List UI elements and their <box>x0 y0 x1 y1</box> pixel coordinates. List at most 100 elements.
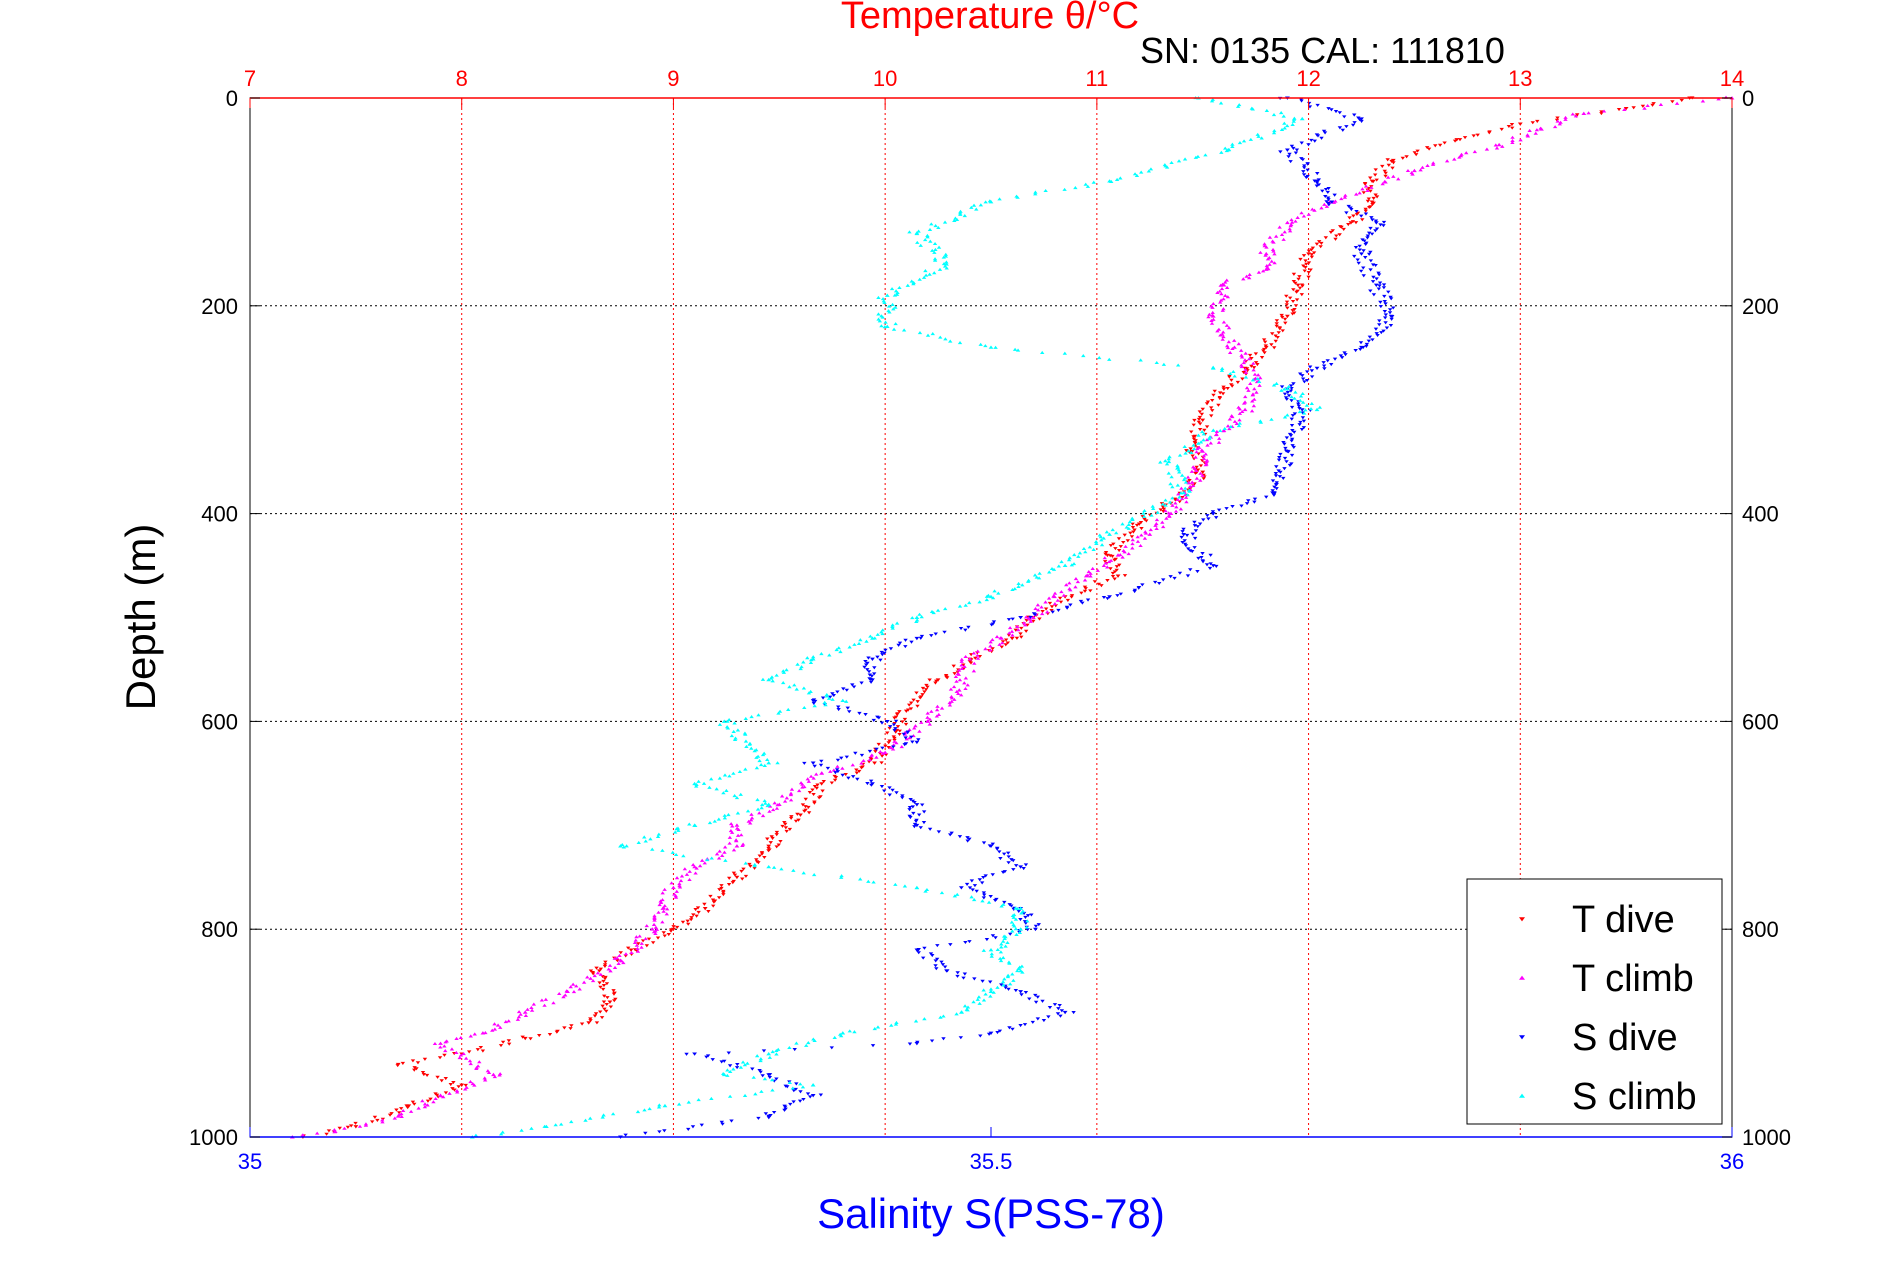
data-point <box>1376 271 1381 275</box>
data-point <box>766 1051 772 1056</box>
data-point <box>1359 119 1364 123</box>
data-point <box>1339 225 1344 229</box>
data-point <box>1326 203 1332 207</box>
data-point <box>915 1040 920 1044</box>
data-point <box>1381 329 1386 333</box>
data-point <box>1032 573 1038 577</box>
data-point <box>902 717 908 721</box>
data-point <box>1248 137 1254 141</box>
data-point <box>1366 252 1372 256</box>
legend-marker <box>1519 1035 1525 1040</box>
data-point <box>1217 397 1223 401</box>
data-point <box>867 673 873 677</box>
data-point <box>1217 289 1222 293</box>
data-point <box>944 266 949 270</box>
data-point <box>1163 498 1168 502</box>
data-point <box>879 761 884 765</box>
data-point <box>957 341 963 345</box>
data-point <box>1179 535 1184 539</box>
data-point <box>1025 623 1030 627</box>
data-point <box>1300 400 1306 404</box>
data-point <box>838 875 844 879</box>
data-point <box>461 1052 466 1056</box>
data-point <box>1264 264 1270 268</box>
data-point <box>1251 361 1256 365</box>
data-point <box>913 724 918 728</box>
data-point <box>880 297 886 301</box>
data-point <box>1114 565 1120 569</box>
data-point <box>880 746 885 750</box>
data-point <box>1300 158 1306 162</box>
data-point <box>1367 335 1373 339</box>
data-point <box>601 979 606 983</box>
data-point <box>1126 552 1131 556</box>
data-point <box>788 1102 793 1106</box>
data-point <box>844 688 850 692</box>
data-point <box>1285 413 1290 417</box>
data-point <box>1010 617 1015 621</box>
data-point <box>1290 444 1295 448</box>
data-point <box>991 620 997 624</box>
data-point <box>952 672 957 676</box>
data-point <box>1091 180 1096 184</box>
data-point <box>762 763 768 767</box>
data-point <box>1322 367 1327 371</box>
data-point <box>412 1068 417 1072</box>
data-point <box>1318 245 1323 249</box>
data-point <box>1185 493 1190 497</box>
data-point <box>1326 107 1331 111</box>
data-point <box>1229 384 1235 388</box>
data-point <box>757 811 762 815</box>
data-point <box>1269 259 1274 263</box>
data-point <box>883 753 889 757</box>
data-point <box>1115 574 1121 578</box>
data-point <box>721 893 726 897</box>
data-point <box>1368 259 1374 263</box>
data-point <box>1185 475 1191 479</box>
data-point <box>739 869 744 873</box>
data-point <box>796 818 801 822</box>
data-point <box>1510 138 1515 143</box>
data-point <box>657 1130 662 1134</box>
data-point <box>1062 1010 1068 1015</box>
data-point <box>686 1100 691 1104</box>
data-point <box>380 1118 385 1122</box>
data-point <box>1272 261 1277 265</box>
data-point <box>918 636 923 640</box>
data-point <box>891 745 896 749</box>
data-point <box>635 946 640 950</box>
data-point <box>1193 471 1198 475</box>
data-point <box>1001 956 1006 960</box>
data-point <box>1373 327 1379 331</box>
data-point <box>782 1108 787 1112</box>
data-point <box>520 1035 525 1039</box>
data-point <box>696 779 701 783</box>
data-point <box>1293 304 1299 308</box>
data-point <box>914 636 920 641</box>
data-point <box>1142 517 1147 521</box>
data-point <box>490 1028 495 1032</box>
data-point <box>1243 351 1248 355</box>
data-point <box>745 1061 750 1065</box>
data-point <box>1243 395 1248 399</box>
data-point <box>1185 574 1191 578</box>
data-point <box>971 1000 976 1004</box>
data-point <box>988 594 994 599</box>
data-point <box>1193 529 1199 533</box>
data-point <box>913 819 919 824</box>
data-point <box>763 1112 769 1116</box>
data-point <box>719 1120 724 1124</box>
data-point <box>1030 615 1036 619</box>
data-point <box>662 934 667 938</box>
data-point <box>961 663 966 667</box>
data-point <box>1430 162 1436 166</box>
data-point <box>811 873 817 877</box>
data-point <box>939 960 944 964</box>
data-point <box>804 1043 809 1047</box>
data-point <box>1114 568 1119 572</box>
data-point <box>1586 111 1591 115</box>
data-point <box>1221 320 1227 324</box>
data-point <box>999 645 1004 649</box>
data-point <box>1599 112 1604 116</box>
data-point <box>1471 134 1476 138</box>
